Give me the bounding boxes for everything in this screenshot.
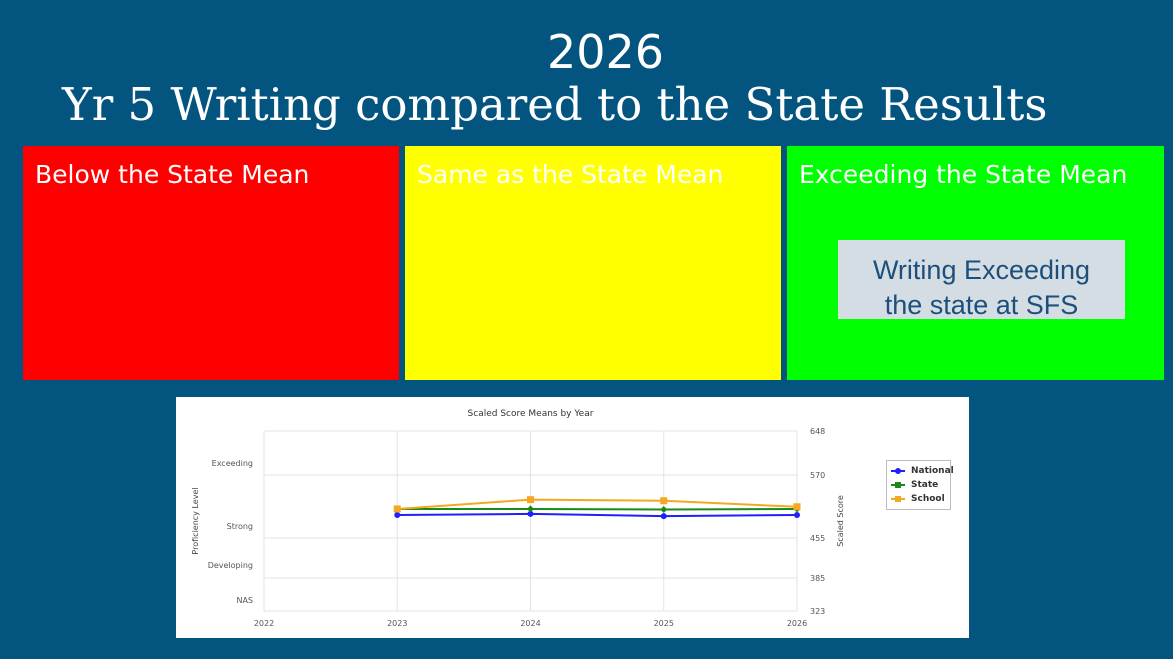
data-point-state <box>660 505 668 514</box>
panel-exceeding-label: Exceeding the State Mean <box>799 160 1128 189</box>
chart-title: Scaled Score Means by Year <box>468 409 594 419</box>
data-point-school <box>793 503 801 511</box>
x-tick-label: 2024 <box>520 619 540 628</box>
legend-label-national: National <box>911 465 954 476</box>
data-point-national <box>527 510 534 517</box>
left-level-label: NAS <box>236 596 253 605</box>
left-level-label: Strong <box>227 522 253 531</box>
chart-legend: National State School <box>886 460 954 510</box>
slide-title: Yr 5 Writing compared to the State Resul… <box>62 78 1048 131</box>
legend-item-state: State <box>891 478 938 491</box>
right-tick-label: 648 <box>810 427 825 436</box>
panel-below-label: Below the State Mean <box>35 160 310 189</box>
data-point-state <box>526 505 535 513</box>
right-tick-label: 385 <box>810 574 825 583</box>
data-point-national <box>394 511 401 518</box>
right-tick-label: 570 <box>810 471 825 480</box>
legend-swatch-state <box>891 481 905 489</box>
x-tick-label: 2023 <box>387 619 407 628</box>
series-line-state <box>397 507 798 511</box>
legend-label-school: School <box>911 493 945 504</box>
data-point-national <box>794 511 800 518</box>
exceeding-note-box: Writing Exceeding the state at SFS <box>838 240 1125 320</box>
note-line-1: Writing Exceeding <box>872 255 1091 285</box>
chart-container: Scaled Score Means by Year 2022 2023 2024 20… <box>176 397 969 638</box>
right-axis-title: Scaled Score <box>836 495 845 547</box>
left-level-label: Exceeding <box>212 459 253 468</box>
x-tick-label: 2026 <box>787 619 807 628</box>
scaled-score-chart: Scaled Score Means by Year 2022 2023 2024 20… <box>191 409 845 628</box>
x-tick-label: 2025 <box>654 619 674 628</box>
x-tick-label: 2022 <box>254 619 274 628</box>
panel-same-label: Same as the State Mean <box>417 160 724 189</box>
legend-swatch-national <box>891 467 905 475</box>
panel-below-state-mean: Below the State Mean <box>23 146 399 380</box>
legend-item-national: National <box>891 464 954 477</box>
legend-item-school: School <box>891 492 945 505</box>
left-level-label: Developing <box>208 561 253 570</box>
panel-same-as-state-mean: Same as the State Mean <box>405 146 781 380</box>
legend-label-state: State <box>911 479 939 490</box>
slide-year: 2026 <box>546 25 665 79</box>
series-line-national <box>397 512 798 518</box>
data-point-national <box>660 513 667 520</box>
note-line-2: the state at SFS <box>884 290 1079 320</box>
left-axis-title: Proficiency Level <box>191 487 200 554</box>
data-point-school <box>527 496 534 504</box>
series-line-school <box>397 498 798 510</box>
data-point-school <box>393 505 401 513</box>
legend-swatch-school <box>891 495 905 503</box>
right-tick-label: 455 <box>810 534 825 543</box>
data-point-school <box>660 497 668 505</box>
right-tick-label: 323 <box>810 607 825 616</box>
